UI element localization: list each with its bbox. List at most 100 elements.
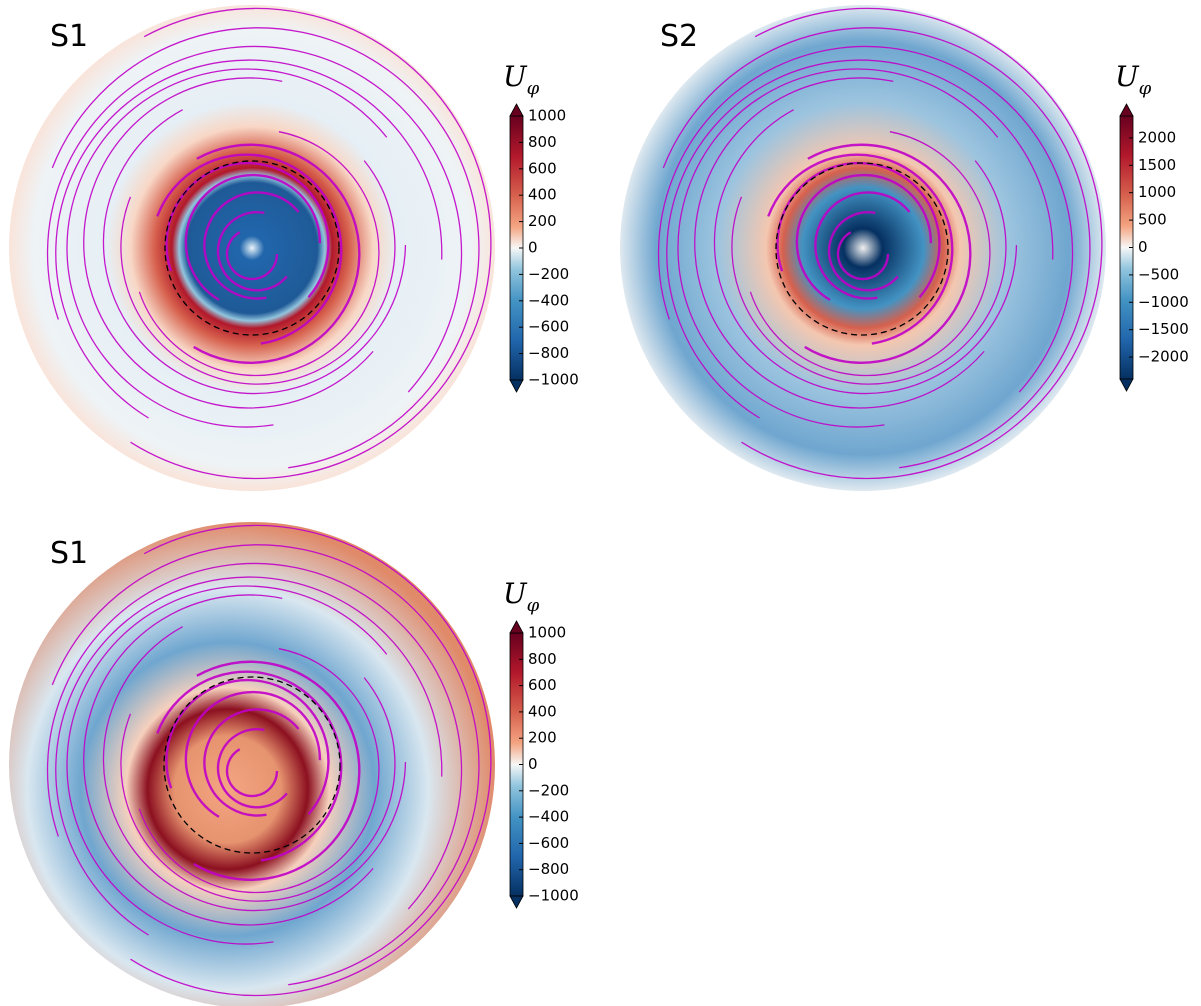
streamline [55,576,443,936]
colorbar-subscript: φ [527,595,540,616]
disk-field [620,5,1106,491]
streamline [130,7,492,480]
streamline [814,191,911,300]
dashed-circle [775,162,949,336]
streamline [795,173,933,301]
colorbar-tick-label: −1000 [1138,293,1189,311]
colorbar-tick-label: −1000 [528,371,579,389]
colorbar-tick-label: −800 [528,344,569,362]
colorbar-extend-top [509,620,524,634]
panel-label: S2 [660,19,698,54]
colorbar-tick-label: 500 [1138,211,1167,229]
streamline [666,59,1054,419]
streamline [156,153,343,345]
streamline [83,77,374,409]
colorbar-tick-label: −500 [1138,265,1179,283]
colorbar-tick-label: 800 [528,650,557,668]
streamline [741,7,1103,480]
streamline [83,594,374,926]
streamline [776,161,941,299]
colorbar-tick-label: 2000 [1138,128,1176,146]
streamline [731,160,1007,385]
streamline [120,160,396,385]
disk-field [9,5,495,491]
streamline [216,728,288,809]
colorbar-tick-label: 400 [528,186,557,204]
colorbar-tick-label: −600 [528,834,569,852]
colorbar-tick-label: 0 [1138,238,1148,256]
colorbar-extend-bottom [509,895,524,909]
dashed-circle [164,160,340,336]
streamline [184,690,322,818]
streamline [804,143,972,364]
colorbar-subscript: φ [1139,78,1152,99]
streamline [138,648,380,894]
colorbar-tick-label: 1000 [528,107,566,125]
colorbar-extend-top [509,103,524,117]
streamline [51,544,480,986]
colorbar-extend-bottom [509,379,524,393]
colorbar-tick-label: −1500 [1138,320,1189,338]
colorbar-extend-top [1119,103,1134,117]
streamline [55,59,443,419]
colorbar-tick-label: 1000 [1138,183,1176,201]
streamline [225,231,279,281]
colorbar-tick-label: −400 [528,808,569,826]
streamline [138,131,380,377]
streamline [216,211,288,292]
streamline [102,109,407,395]
colorbar-tick-label: 0 [528,239,538,257]
colorbar-tick-label: −800 [528,860,569,878]
colorbar-tick-label: −400 [528,291,569,309]
streamline [102,626,407,912]
streamline [184,173,322,301]
colorbar-label: Uφ [1115,60,1152,99]
colorbar-symbol: U [503,60,528,93]
streamline [193,660,361,881]
colorbar-symbol: U [503,577,528,610]
dashed-circle [163,676,341,854]
colorbar-label: Uφ [503,577,540,616]
colorbar-tick-label: −200 [528,265,569,283]
colorbar-label: Uφ [503,60,540,99]
streamline [120,677,396,902]
disk-field [9,522,495,1006]
streamline [46,45,463,393]
colorbar-tick-label: −200 [528,781,569,799]
streamline [46,562,463,910]
streamline [225,748,279,798]
streamline [203,191,300,300]
panel-label: S1 [50,19,88,54]
colorbar-tick-label: 200 [528,729,557,747]
colorbar-tick-label: −2000 [1138,348,1189,366]
streamline [51,27,480,469]
colorbar-tick-label: 800 [528,133,557,151]
colorbar-symbol: U [1115,60,1140,93]
streamline [165,678,330,816]
colorbar-tick-label: 600 [528,676,557,694]
streamline [156,670,343,862]
colorbar-extend-bottom [1119,378,1134,392]
panel-label: S1 [50,536,88,571]
streamline [694,77,985,409]
colorbar-subscript: φ [527,78,540,99]
streamline [827,211,899,292]
streamline [662,27,1091,469]
streamline [713,109,1018,395]
colorbar-tick-label: 200 [528,212,557,230]
colorbar-tick-label: 600 [528,159,557,177]
colorbar-tick-label: 1500 [1138,156,1176,174]
colorbar-tick-label: −600 [528,318,569,336]
colorbar-tick-label: 400 [528,702,557,720]
streamline [749,131,991,377]
streamline [657,45,1074,393]
colorbar-tick-label: 0 [528,755,538,773]
streamline [193,143,361,364]
streamline [66,585,388,945]
streamline [66,68,388,428]
colorbar-tick-label: 1000 [528,624,566,642]
streamline [767,153,954,345]
streamline [203,708,300,817]
streamline [836,231,890,281]
